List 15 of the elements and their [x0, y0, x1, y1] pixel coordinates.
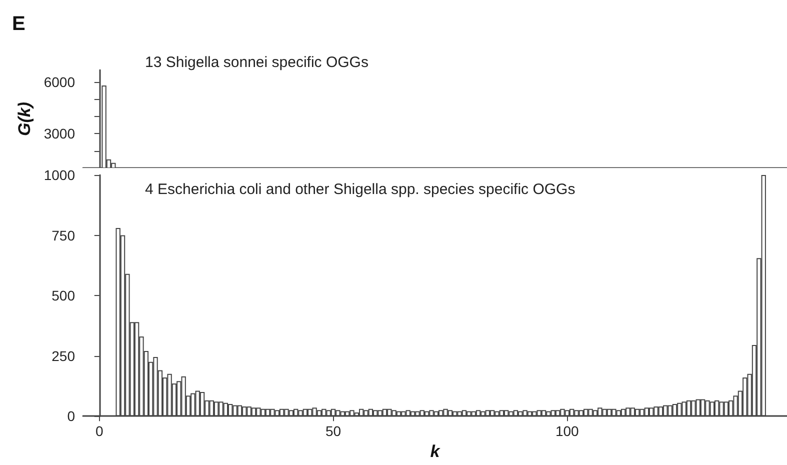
x-axis-title: k — [430, 442, 442, 461]
y-tick-label: 0 — [67, 408, 76, 424]
y-tick-label: 500 — [52, 288, 76, 304]
y-tick-label: 3000 — [44, 126, 76, 142]
x-tick-label: 0 — [95, 423, 104, 440]
y-tick-label: 750 — [52, 227, 76, 244]
chart-title: E — [12, 13, 26, 35]
y-tick-label: 250 — [52, 348, 76, 364]
annotation: 4 Escherichia coli and other Shigella spp. species specific OGGs — [145, 181, 576, 198]
y-tick-label: 6000 — [44, 74, 76, 90]
y-axis-title: G(k) — [14, 102, 34, 136]
x-tick-label: 100 — [555, 423, 580, 440]
y-tick-label: 1000 — [44, 167, 76, 183]
annotation: 13 Shigella sonnei specific OGGs — [145, 54, 368, 71]
x-tick-label: 50 — [325, 423, 342, 440]
